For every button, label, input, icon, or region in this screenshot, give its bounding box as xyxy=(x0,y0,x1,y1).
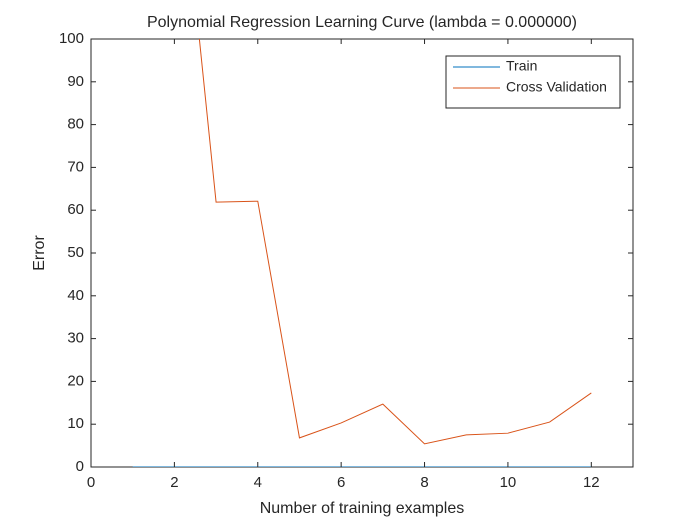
x-tick-label: 2 xyxy=(170,474,178,491)
legend-box xyxy=(445,55,621,109)
y-tick-label: 10 xyxy=(67,415,84,432)
legend-label: Cross Validation xyxy=(506,79,607,95)
y-tick-label: 60 xyxy=(67,201,84,218)
x-axis-label: Number of training examples xyxy=(260,500,465,517)
y-tick-label: 90 xyxy=(67,73,84,90)
y-axis-label: Error xyxy=(31,235,48,271)
chart-title: Polynomial Regression Learning Curve (la… xyxy=(147,14,577,31)
x-tick-label: 6 xyxy=(337,474,345,491)
legend-label: Train xyxy=(506,58,537,74)
plot-area xyxy=(90,38,634,468)
x-tick-label: 4 xyxy=(254,474,262,491)
lines xyxy=(132,39,592,467)
x-tick-label: 10 xyxy=(500,474,517,491)
y-tick-label: 40 xyxy=(67,287,84,304)
y-tick-label: 20 xyxy=(67,372,84,389)
y-tick-label: 70 xyxy=(67,158,84,175)
y-tick-label: 0 xyxy=(76,458,84,475)
data-line xyxy=(198,39,592,445)
x-tick-label: 12 xyxy=(583,474,600,491)
y-tick-label: 100 xyxy=(59,30,84,47)
y-tick-label: 30 xyxy=(67,330,84,347)
y-tick-label: 80 xyxy=(67,116,84,133)
x-tick-label: 0 xyxy=(87,474,95,491)
y-tick-label: 50 xyxy=(67,244,84,261)
x-tick-label: 8 xyxy=(420,474,428,491)
